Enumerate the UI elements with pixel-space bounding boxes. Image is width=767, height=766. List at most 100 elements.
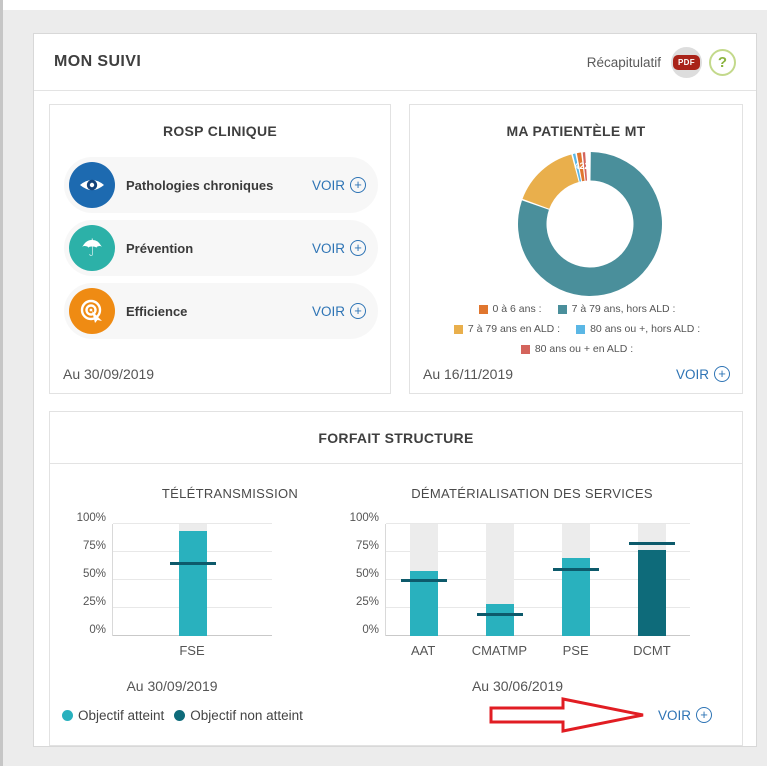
bar-CMATMP: [477, 524, 523, 636]
y-axis: 0% 25% 50% 75% 100%: [72, 512, 112, 636]
rosp-clinique-card: ROSP CLINIQUE Pathologies chroniques VOI…: [49, 104, 391, 394]
patientele-card: MA PATIENTÈLE MT 422 0 à 6 ans : 7 à 79 a…: [409, 104, 743, 394]
legend-dot-icon: [174, 709, 186, 721]
red-arrow-annotation: [489, 697, 644, 733]
plot-area: [112, 523, 272, 636]
legend-swatch: [453, 324, 463, 334]
y-tick-label: 50%: [82, 568, 106, 580]
bar-FSE: [169, 524, 216, 636]
legend-label: Objectif atteint: [78, 707, 165, 723]
donut-segment-2: [572, 153, 582, 182]
plus-circle-icon: +: [714, 366, 730, 382]
x-category-label: DCMT: [633, 643, 671, 658]
dematerialisation-date: Au 30/06/2019: [471, 678, 564, 694]
left-edge-strip: [0, 0, 3, 766]
bar-slot: [462, 524, 538, 636]
legend-label: 0 à 6 ans :: [492, 303, 542, 315]
plus-circle-icon: +: [350, 303, 366, 319]
legend-label: 80 ans ou +, hors ALD :: [590, 323, 701, 335]
y-tick-label: 100%: [349, 512, 379, 524]
objective-legend-item: Objectif atteint: [62, 708, 164, 723]
teletransmission-chart: 0% 25% 50% 75% 100% FSE Au 30/09/2019: [72, 512, 272, 694]
objective-threshold-line: [553, 568, 599, 572]
mon-suivi-panel: MON SUIVI Récapitulatif PDF ? ROSP CLINI…: [33, 33, 757, 747]
x-category-label: PSE: [562, 643, 589, 658]
voir-link-efficience[interactable]: VOIR +: [312, 303, 366, 319]
objective-threshold-line: [629, 541, 675, 545]
y-tick-label: 25%: [82, 596, 106, 608]
y-tick-label: 75%: [82, 540, 106, 552]
voir-link-prevention[interactable]: VOIR +: [312, 240, 366, 256]
donut-legend-item: 7 à 79 ans, hors ALD :: [557, 299, 676, 319]
donut-segment-4: [582, 152, 588, 181]
plus-circle-icon: +: [696, 707, 712, 723]
eye-icon: [69, 162, 115, 208]
voir-link-forfait[interactable]: VOIR +: [658, 707, 712, 723]
legend-dot-icon: [62, 709, 73, 721]
objective-threshold-line: [477, 613, 523, 617]
patientele-date: Au 16/11/2019: [423, 366, 514, 382]
voir-link-patientele[interactable]: VOIR +: [676, 366, 730, 382]
rosp-item-label: Pathologies chroniques: [126, 177, 274, 193]
rosp-title: ROSP CLINIQUE: [162, 123, 278, 139]
plus-circle-icon: +: [350, 240, 366, 256]
voir-label: VOIR: [311, 177, 345, 193]
bar-DCMT: [629, 524, 675, 636]
forfait-footer: Objectif atteint Objectif non atteint VOI…: [62, 695, 712, 735]
bar-fill: [178, 530, 207, 636]
target-cursor-icon: [69, 288, 115, 334]
legend-label: 7 à 79 ans, hors ALD :: [571, 303, 676, 315]
voir-label: VOIR: [657, 707, 691, 723]
panel-header: MON SUIVI Récapitulatif PDF ?: [34, 34, 756, 91]
donut-legend-item: 0 à 6 ans :: [478, 299, 542, 319]
teletransmission-title: TÉLÉTRANSMISSION: [161, 486, 299, 501]
umbrella-icon: ☂: [69, 225, 115, 271]
x-axis-line: [386, 635, 690, 636]
x-category-label: AAT: [410, 643, 436, 658]
forfait-structure-card: FORFAIT STRUCTURE TÉLÉTRANSMISSION DÉMAT…: [49, 411, 743, 746]
objective-legend: Objectif atteint Objectif non atteint: [62, 708, 303, 723]
bars-row: [386, 524, 690, 636]
bar-AAT: [401, 524, 447, 636]
donut-segment-1: [522, 154, 579, 209]
pdf-icon: PDF: [673, 54, 700, 70]
y-tick-label: 75%: [355, 540, 379, 552]
dematerialisation-title: DÉMATÉRIALISATION DES SERVICES: [411, 486, 653, 501]
rosp-row-prevention: ☂ Prévention VOIR +: [64, 220, 378, 276]
legend-label: 7 à 79 ans en ALD :: [467, 323, 561, 335]
teletransmission-date: Au 30/09/2019: [126, 678, 218, 694]
y-axis: 0% 25% 50% 75% 100%: [345, 512, 385, 636]
x-category-label: FSE: [179, 643, 205, 658]
objective-threshold-line: [169, 561, 216, 565]
forfait-title: FORFAIT STRUCTURE: [318, 429, 474, 446]
top-edge-strip: [0, 0, 767, 10]
rosp-date: Au 30/09/2019: [63, 366, 155, 382]
legend-swatch: [520, 344, 530, 354]
help-button[interactable]: ?: [709, 48, 736, 76]
voir-label: VOIR: [311, 240, 345, 256]
legend-swatch: [557, 304, 567, 314]
legend-swatch: [478, 304, 488, 314]
donut-legend-item: 80 ans ou + en ALD :: [520, 339, 633, 359]
donut-legend-item: 80 ans ou +, hors ALD :: [576, 319, 700, 339]
donut-sliver-label: 422: [574, 161, 589, 171]
bar-slot: [113, 524, 272, 636]
donut-legend-item: 7 à 79 ans en ALD :: [453, 319, 561, 339]
rosp-item-label: Prévention: [126, 240, 194, 256]
patientele-title: MA PATIENTÈLE MT: [506, 123, 646, 139]
bar-slot: [538, 524, 614, 636]
gridline: [386, 551, 690, 552]
dematerialisation-chart: 0% 25% 50% 75% 100% AAT CMATMP PSE DCMT Au 30/0…: [345, 512, 690, 694]
pdf-download-button[interactable]: PDF: [671, 46, 702, 78]
gridline: [386, 523, 690, 524]
donut-legend: 0 à 6 ans : 7 à 79 ans, hors ALD : 7 à 79 …: [410, 299, 744, 359]
plot-area: [385, 523, 690, 636]
gridline: [386, 579, 690, 580]
plus-circle-icon: +: [350, 177, 366, 193]
voir-link-pathologies[interactable]: VOIR +: [312, 177, 366, 193]
bar-fill: [638, 549, 666, 636]
rosp-row-pathologies: Pathologies chroniques VOIR +: [64, 157, 378, 213]
page-title: MON SUIVI: [54, 53, 142, 70]
x-axis-labels: FSE: [72, 643, 272, 658]
bar-slot: [614, 524, 690, 636]
